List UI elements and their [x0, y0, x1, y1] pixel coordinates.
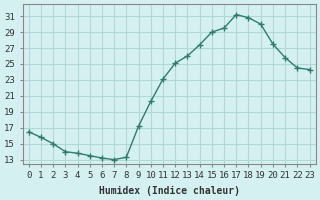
X-axis label: Humidex (Indice chaleur): Humidex (Indice chaleur) — [99, 186, 240, 196]
